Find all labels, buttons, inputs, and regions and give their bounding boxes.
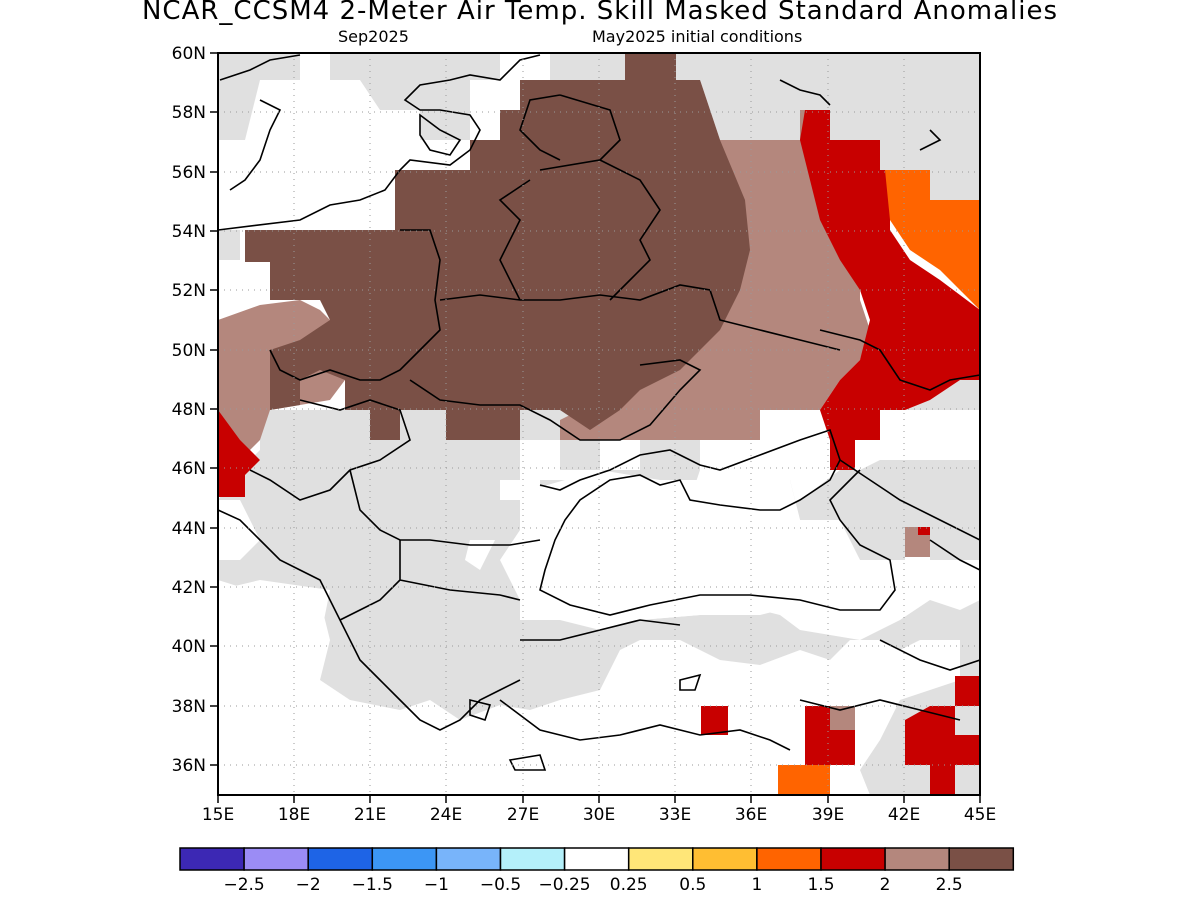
mediterranean-white-area [218, 580, 960, 795]
colorbar-swatch [371, 847, 438, 871]
lat-tick-label: 60N [172, 44, 206, 64]
colorbar-swatch [756, 847, 822, 871]
lon-tick-label: 36E [735, 805, 767, 825]
anomaly-region-volga-east [885, 170, 980, 310]
balkan-borders [249, 399, 541, 621]
anomaly-region-syria [830, 706, 855, 730]
masked-region-west-small [218, 230, 240, 260]
lon-tick-label: 27E [507, 805, 539, 825]
colorbar-swatch [948, 847, 1015, 871]
caucasus-turkey-borders [799, 539, 980, 721]
lat-tick-label: 42N [172, 578, 206, 598]
colorbar-label: 0.5 [679, 875, 706, 895]
black-sea-coastline [539, 428, 896, 616]
colorbar-label: −0.5 [480, 875, 521, 895]
map-plot-area [218, 53, 980, 795]
colorbar-swatch [563, 847, 630, 871]
lat-tick-labels: 60N 58N 56N 54N 52N 50N 48N 46N 44N 42N … [172, 44, 206, 776]
lat-tick-label: 44N [172, 519, 206, 539]
colorbar-swatch [435, 847, 502, 871]
colorbar-swatch [692, 847, 758, 871]
anomaly-region-levant [778, 765, 830, 795]
masked-region-north-small [550, 53, 625, 80]
baltic-states-borders [519, 94, 661, 301]
black-sea-white-area [520, 470, 900, 625]
gulf-of-riga [419, 113, 462, 156]
colorbar-label: −1.5 [352, 875, 393, 895]
lon-tick-label: 45E [964, 805, 996, 825]
lon-tick-label: 15E [202, 805, 234, 825]
russia-kazakhstan-border [819, 329, 980, 541]
colorbar-swatch [499, 847, 566, 871]
map-outlines [218, 54, 980, 771]
anomaly-above-2p5 [245, 53, 750, 440]
anomaly-region-caspian-south [955, 676, 980, 706]
anomaly-region-cyprus [701, 706, 728, 735]
lat-tick-label: 36N [172, 756, 206, 776]
lon-tick-label: 30E [583, 805, 615, 825]
belarus-border [439, 179, 841, 351]
colorbar-swatch [179, 847, 245, 871]
initial-conditions-label: May2025 initial conditions [592, 27, 803, 46]
lat-tick-label: 38N [172, 697, 206, 717]
masked-region-baltic-north [330, 53, 500, 140]
inland-white-patch [465, 540, 495, 570]
colorbar-swatch [884, 847, 950, 871]
baltic-coastline [218, 54, 541, 231]
anomaly-region-core [245, 53, 750, 440]
anomaly-region-iraq-north [905, 706, 980, 795]
colorbar: −2.5 −2 −1.5 −1 −0.5 −0.25 0.25 0.5 1 1.5 2 2.5 [179, 847, 1015, 895]
colorbar-label: 2 [880, 875, 891, 895]
adriatic-greece-coastline [218, 509, 521, 731]
anomaly-region-russia [560, 80, 870, 440]
axis-tick-marks [210, 52, 981, 803]
lat-tick-label: 56N [172, 163, 206, 183]
lat-tick-label: 46N [172, 459, 206, 479]
lon-tick-label: 24E [430, 805, 462, 825]
anomaly-region-slovenia [218, 410, 260, 497]
colorbar-label: −0.25 [539, 875, 591, 895]
colorbar-label: 2.5 [936, 875, 963, 895]
lon-tick-label: 21E [354, 805, 386, 825]
lon-tick-label: 39E [812, 805, 844, 825]
colorbar-swatch [243, 847, 309, 871]
ukraine-romania-border [409, 359, 702, 441]
lon-tick-labels: 15E 18E 21E 24E 27E 30E 33E 36E 39E 42E … [202, 805, 996, 825]
map-grid [218, 53, 980, 795]
colorbar-label: −2 [296, 875, 321, 895]
anomaly-region-syria-north [805, 706, 855, 765]
lon-tick-label: 42E [888, 805, 920, 825]
lat-tick-label: 48N [172, 400, 206, 420]
turkey-coastline [499, 619, 791, 751]
ionian-white-area [218, 580, 400, 795]
colorbar-swatch [307, 847, 374, 871]
colorbar-label: 0.25 [610, 875, 648, 895]
colorbar-label: 1.5 [807, 875, 834, 895]
lat-tick-label: 52N [172, 281, 206, 301]
lat-tick-label: 50N [172, 341, 206, 361]
anomaly-region-caucasus-dot [918, 527, 930, 535]
colorbar-label: −2.5 [223, 875, 264, 895]
near-normal-regions [218, 350, 960, 795]
lon-tick-label: 18E [278, 805, 310, 825]
islands-outline [469, 673, 702, 771]
masked-region-sweden [218, 53, 300, 140]
colorbar-label: 1 [751, 875, 762, 895]
northern-lakes-outline [779, 79, 942, 151]
lon-tick-label: 33E [659, 805, 691, 825]
valid-month-label: Sep2025 [338, 27, 409, 46]
chart-title: NCAR_CCSM4 2-Meter Air Temp. Skill Maske… [141, 0, 1059, 26]
colorbar-label: −1 [424, 875, 449, 895]
lat-tick-label: 40N [172, 637, 206, 657]
poland-border [269, 229, 441, 381]
colorbar-swatch [820, 847, 886, 871]
lat-tick-label: 54N [172, 222, 206, 242]
colorbar-swatch [627, 847, 694, 871]
anomaly-1-to-1p5 [778, 170, 980, 795]
sweden-coastline [219, 54, 301, 191]
lat-tick-label: 58N [172, 103, 206, 123]
